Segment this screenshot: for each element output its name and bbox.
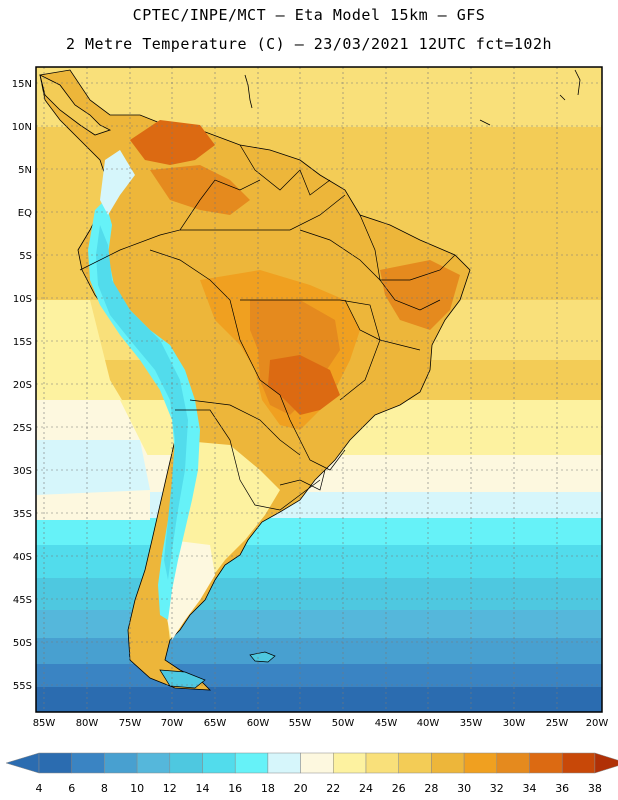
colorbar-arrow-high [594, 752, 618, 774]
lat-label: 20S [13, 380, 32, 391]
lat-label: 10S [13, 294, 32, 305]
colorbar-label: 22 [326, 782, 340, 795]
colorbar-swatch [333, 752, 367, 774]
colorbar-swatch [300, 752, 334, 774]
lat-label: 5S [19, 251, 32, 262]
lat-label: 25S [13, 423, 32, 434]
colorbar-label: 14 [196, 782, 210, 795]
colorbar-swatches [5, 752, 618, 774]
colorbar-swatch [169, 752, 203, 774]
band-16 [36, 518, 602, 548]
colorbar-label: 36 [555, 782, 569, 795]
lon-label: 60W [247, 718, 270, 729]
colorbar-swatch [529, 752, 563, 774]
lon-label: 70W [161, 718, 184, 729]
band-12 [36, 578, 602, 613]
graticule [36, 67, 602, 712]
central-america-land [39, 74, 112, 136]
latitude-labels: 15N 10N 5N EQ 5S 10S 15S 20S 25S 30S 35S… [12, 79, 32, 692]
lon-label: 65W [204, 718, 227, 729]
colorbar-label: 26 [392, 782, 406, 795]
tierra-del-fuego [159, 669, 206, 689]
lon-label: 50W [332, 718, 355, 729]
lat-label: EQ [18, 208, 32, 219]
lat-label: 15N [12, 79, 32, 90]
caribbean-islands [244, 69, 581, 126]
colorbar-label: 30 [457, 782, 471, 795]
lon-label: 40W [417, 718, 440, 729]
colorbar-swatch [398, 752, 432, 774]
lon-label: 45W [375, 718, 398, 729]
longitude-labels: 85W 80W 75W 70W 65W 60W 55W 50W 45W 40W … [33, 718, 609, 729]
lon-label: 75W [119, 718, 142, 729]
colorbar-label: 32 [490, 782, 504, 795]
colorbar-label: 8 [101, 782, 108, 795]
colorbar-labels: 4 6 8 10 12 14 16 18 20 22 24 26 28 30 32 34 36 38 [36, 782, 602, 795]
colorbar-swatch [71, 752, 105, 774]
map-frame [35, 66, 603, 713]
lon-label: 30W [503, 718, 526, 729]
lat-label: 50S [13, 638, 32, 649]
lat-label: 30S [13, 466, 32, 477]
lon-label: 35W [460, 718, 483, 729]
political-boundaries [79, 144, 456, 511]
colorbar-swatch [431, 752, 465, 774]
colorbar-swatch [365, 752, 399, 774]
temperature-map: 15N 10N 5N EQ 5S 10S 15S 20S 25S 30S 35S… [12, 66, 609, 729]
band-14 [36, 545, 602, 580]
lat-label: 15S [13, 337, 32, 348]
colorbar-label: 34 [523, 782, 537, 795]
colorbar-label: 24 [359, 782, 373, 795]
colorbar-label: 38 [588, 782, 602, 795]
lat-label: 35S [13, 509, 32, 520]
colorbar-label: 12 [163, 782, 177, 795]
colorbar-swatch [202, 752, 236, 774]
lat-label: 55S [13, 681, 32, 692]
lon-label: 20W [586, 718, 609, 729]
colorbar-swatch [234, 752, 269, 774]
lat-label: 5N [18, 165, 32, 176]
colorbar-label: 16 [228, 782, 242, 795]
lon-label: 55W [289, 718, 312, 729]
lon-label: 25W [546, 718, 569, 729]
colorbar-swatch [38, 752, 72, 774]
colorbar-swatch [561, 752, 596, 774]
colorbar-swatch [136, 752, 171, 774]
colorbar-swatch [463, 752, 498, 774]
colorbar-label: 28 [424, 782, 438, 795]
colorbar-label: 6 [68, 782, 75, 795]
colorbar-label: 10 [130, 782, 144, 795]
lat-label: 40S [13, 552, 32, 563]
title-line-2: 2 Metre Temperature (C) – 23/03/2021 12U… [65, 35, 553, 53]
lon-label: 80W [76, 718, 99, 729]
colorbar-label: 4 [36, 782, 43, 795]
colorbar-label: 20 [294, 782, 308, 795]
lon-label: 85W [33, 718, 56, 729]
lat-label: 45S [13, 595, 32, 606]
falkland-islands [249, 651, 276, 663]
colorbar-label: 18 [261, 782, 275, 795]
colorbar-swatch [104, 752, 138, 774]
colorbar: 4 6 8 10 12 14 16 18 20 22 24 26 28 30 32 34 36 38 [5, 752, 618, 795]
band-10 [36, 610, 602, 640]
colorbar-swatch [496, 752, 530, 774]
title-line-1: CPTEC/INPE/MCT – Eta Model 15km – GFS [132, 6, 486, 24]
band-4 [36, 687, 602, 712]
lat-label: 10N [12, 122, 32, 133]
colorbar-swatch [267, 752, 301, 774]
colorbar-arrow-low [5, 752, 40, 774]
